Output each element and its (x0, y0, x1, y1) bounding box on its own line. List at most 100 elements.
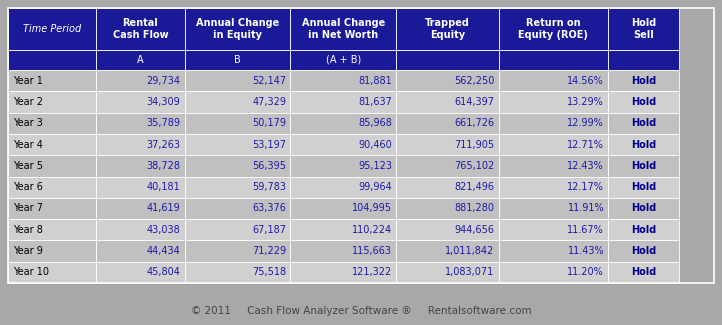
Bar (96, 91, 185, 112)
Text: Year 6: Year 6 (13, 182, 43, 192)
Bar (290, 112, 396, 134)
Text: 821,496: 821,496 (455, 182, 495, 192)
Bar (499, 219, 608, 240)
Text: Trapped
Equity: Trapped Equity (425, 18, 470, 40)
Bar (499, 240, 608, 262)
Bar (290, 155, 396, 176)
Text: Hold
Sell: Hold Sell (631, 18, 656, 40)
Text: Year 4: Year 4 (13, 139, 43, 150)
Bar (396, 262, 499, 283)
Bar (396, 155, 499, 176)
Text: Hold: Hold (631, 225, 656, 235)
Text: Year 2: Year 2 (13, 97, 43, 107)
Text: Hold: Hold (631, 139, 656, 150)
Bar (185, 134, 290, 155)
Text: 944,656: 944,656 (455, 225, 495, 235)
Bar (290, 262, 396, 283)
Text: 35,789: 35,789 (147, 118, 180, 128)
Bar (608, 134, 679, 155)
Bar (499, 262, 608, 283)
Text: 37,263: 37,263 (147, 139, 180, 150)
Bar (396, 50, 499, 70)
Bar (185, 112, 290, 134)
Text: Year 1: Year 1 (13, 76, 43, 86)
Bar (499, 176, 608, 198)
Bar (396, 219, 499, 240)
Text: Year 9: Year 9 (13, 246, 43, 256)
Text: 81,881: 81,881 (359, 76, 392, 86)
Bar (185, 176, 290, 198)
Bar (96, 240, 185, 262)
Bar (608, 155, 679, 176)
Bar (8, 8, 96, 50)
Bar (185, 155, 290, 176)
Text: Year 7: Year 7 (13, 203, 43, 214)
Text: Hold: Hold (631, 161, 656, 171)
Text: 38,728: 38,728 (147, 161, 180, 171)
Bar (290, 240, 396, 262)
Bar (8, 91, 96, 112)
Bar (396, 112, 499, 134)
Bar (608, 50, 679, 70)
Bar (290, 219, 396, 240)
Text: Hold: Hold (631, 203, 656, 214)
Bar (185, 262, 290, 283)
Bar (96, 134, 185, 155)
Text: 81,637: 81,637 (358, 97, 392, 107)
Text: Time Period: Time Period (23, 24, 82, 34)
Text: 1,011,842: 1,011,842 (445, 246, 495, 256)
Text: 59,783: 59,783 (253, 182, 287, 192)
Text: 95,123: 95,123 (358, 161, 392, 171)
Bar (96, 155, 185, 176)
Bar (290, 50, 396, 70)
Text: 43,038: 43,038 (147, 225, 180, 235)
Bar (290, 134, 396, 155)
Bar (8, 8, 714, 283)
Bar (185, 198, 290, 219)
Bar (8, 155, 96, 176)
Bar (499, 70, 608, 91)
Text: 881,280: 881,280 (455, 203, 495, 214)
Text: Rental
Cash Flow: Rental Cash Flow (113, 18, 168, 40)
Text: © 2011     Cash Flow Analyzer Software ®     Rentalsoftware.com: © 2011 Cash Flow Analyzer Software ® Ren… (191, 306, 531, 316)
Text: 85,968: 85,968 (358, 118, 392, 128)
Text: 71,229: 71,229 (252, 246, 287, 256)
Bar (499, 134, 608, 155)
Text: 121,322: 121,322 (352, 267, 392, 277)
Text: 562,250: 562,250 (454, 76, 495, 86)
Bar (499, 155, 608, 176)
Bar (396, 198, 499, 219)
Text: Year 5: Year 5 (13, 161, 43, 171)
Text: 115,663: 115,663 (352, 246, 392, 256)
Text: 90,460: 90,460 (359, 139, 392, 150)
Bar (290, 8, 396, 50)
Text: A: A (137, 55, 144, 65)
Bar (499, 112, 608, 134)
Text: 12.17%: 12.17% (567, 182, 604, 192)
Text: Annual Change
in Net Worth: Annual Change in Net Worth (302, 18, 385, 40)
Text: 47,329: 47,329 (253, 97, 287, 107)
Text: 67,187: 67,187 (253, 225, 287, 235)
Text: 50,179: 50,179 (253, 118, 287, 128)
Text: 12.43%: 12.43% (567, 161, 604, 171)
Bar (396, 176, 499, 198)
Text: Hold: Hold (631, 118, 656, 128)
Bar (8, 198, 96, 219)
Bar (290, 70, 396, 91)
Text: Hold: Hold (631, 97, 656, 107)
Text: Annual Change
in Equity: Annual Change in Equity (196, 18, 279, 40)
Bar (396, 240, 499, 262)
Text: 110,224: 110,224 (352, 225, 392, 235)
Bar (499, 50, 608, 70)
Text: Year 10: Year 10 (13, 267, 49, 277)
Bar (608, 176, 679, 198)
Text: 29,734: 29,734 (147, 76, 180, 86)
Text: Year 3: Year 3 (13, 118, 43, 128)
Bar (499, 198, 608, 219)
Bar (608, 91, 679, 112)
Bar (185, 240, 290, 262)
Bar (290, 198, 396, 219)
Bar (608, 112, 679, 134)
Bar (608, 198, 679, 219)
Bar (608, 219, 679, 240)
